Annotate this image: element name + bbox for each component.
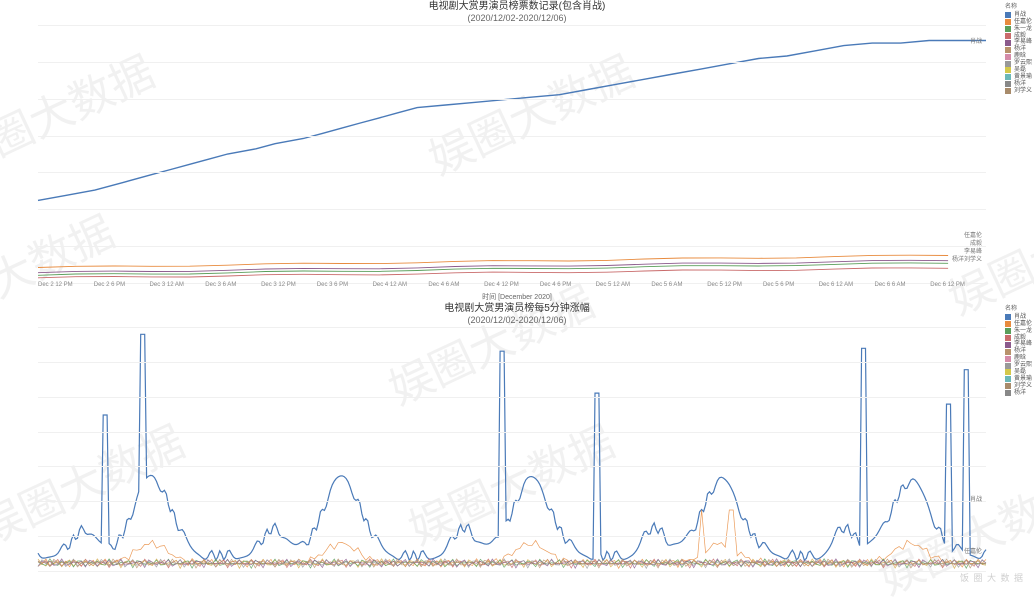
chart1-title: 电视剧大赏男演员榜票数记录(包含肖战) xyxy=(0,0,1034,13)
series-end-label: 肖战 xyxy=(970,494,982,503)
chart-2-delta: 电视剧大赏男演员榜每5分钟涨幅 (2020/12/02-2020/12/06) … xyxy=(0,302,1034,571)
chart2-title: 电视剧大赏男演员榜每5分钟涨幅 xyxy=(0,302,1034,315)
legend-item: 肖战 xyxy=(1005,12,1032,19)
source-watermark: 饭 圈 大 数 据 xyxy=(960,571,1024,584)
legend-item: 吴磊 xyxy=(1005,369,1032,376)
legend-item: 任嘉伦 xyxy=(1005,19,1032,26)
legend-item: 杨洋 xyxy=(1005,81,1032,88)
chart-1-cumulative: 电视剧大赏男演员榜票数记录(包含肖战) (2020/12/02-2020/12/… xyxy=(0,0,1034,283)
legend-item: 朱一龙 xyxy=(1005,26,1032,33)
legend-item: 刘学义 xyxy=(1005,88,1032,95)
chart1-xaxis-label: 时间 [December 2020] xyxy=(0,292,1034,302)
chart2-plot xyxy=(38,327,986,571)
chart2-legend: 名称肖战任嘉伦朱一龙成毅李易峰杨洋鹿晗罗云熙吴磊黄景瑜刘学义杨洋 xyxy=(1005,306,1032,397)
legend-item: 朱一龙 xyxy=(1005,328,1032,335)
legend-item: 罗云熙 xyxy=(1005,60,1032,67)
chart1-legend: 名称肖战任嘉伦朱一龙成毅李易峰杨洋鹿晗罗云熙吴磊黄景瑜杨洋刘学义 xyxy=(1005,4,1032,95)
chart1-xaxis: Dec 2 12 PMDec 2 6 PMDec 3 12 AMDec 3 6 … xyxy=(38,282,986,288)
legend-item: 刘学义 xyxy=(1005,383,1032,390)
series-end-label: 任嘉伦 xyxy=(964,546,982,555)
legend-item: 肖战 xyxy=(1005,314,1032,321)
legend-item: 黄景瑜 xyxy=(1005,376,1032,383)
legend-item: 杨洋 xyxy=(1005,390,1032,397)
legend-item: 黄景瑜 xyxy=(1005,74,1032,81)
series-end-label: 杨洋刘学义 xyxy=(952,254,982,263)
legend-item: 任嘉伦 xyxy=(1005,321,1032,328)
chart1-plot xyxy=(38,25,986,283)
series-end-label: 肖战 xyxy=(970,36,982,45)
chart1-subtitle: (2020/12/02-2020/12/06) xyxy=(0,13,1034,23)
legend-item: 罗云熙 xyxy=(1005,362,1032,369)
legend-item: 吴磊 xyxy=(1005,67,1032,74)
chart2-subtitle: (2020/12/02-2020/12/06) xyxy=(0,315,1034,325)
